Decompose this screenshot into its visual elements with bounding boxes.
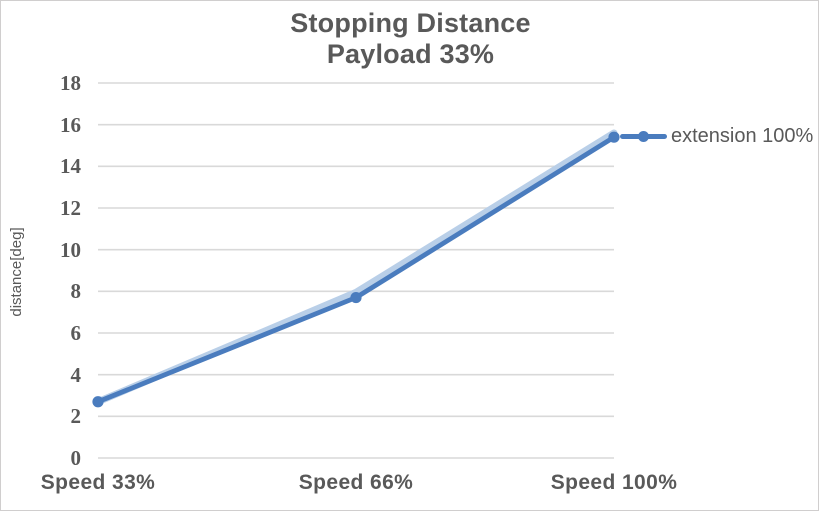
x-tick-label: Speed 33% [40, 471, 156, 494]
y-tick-label: 16 [60, 112, 81, 137]
legend-line-sample [620, 130, 667, 142]
y-tick-label: 8 [70, 279, 82, 304]
legend-marker-icon [638, 130, 649, 142]
chart-title-line1: Stopping Distance [290, 8, 531, 38]
y-tick-label: 10 [60, 237, 81, 262]
y-tick-label: 12 [60, 196, 81, 220]
y-tick-label: 14 [60, 154, 81, 179]
x-tick-label: Speed 66% [298, 471, 414, 494]
legend: extension 100% [620, 124, 813, 148]
x-tick-label: Speed 100% [550, 471, 678, 494]
chart-title-line2: Payload 33% [326, 39, 495, 69]
legend-label: extension 100% [671, 125, 814, 147]
data-point [92, 396, 104, 408]
y-tick-label: 4 [70, 362, 82, 387]
y-tick-label: 2 [70, 404, 82, 429]
data-point [350, 291, 362, 304]
data-point [608, 131, 620, 143]
y-tick-label: 0 [70, 446, 82, 470]
series-band-underlay [94, 129, 618, 406]
y-tick-label: 6 [70, 321, 82, 345]
chart-title: Stopping Distance Payload 33% [1, 8, 818, 70]
y-tick-label: 18 [60, 71, 81, 95]
